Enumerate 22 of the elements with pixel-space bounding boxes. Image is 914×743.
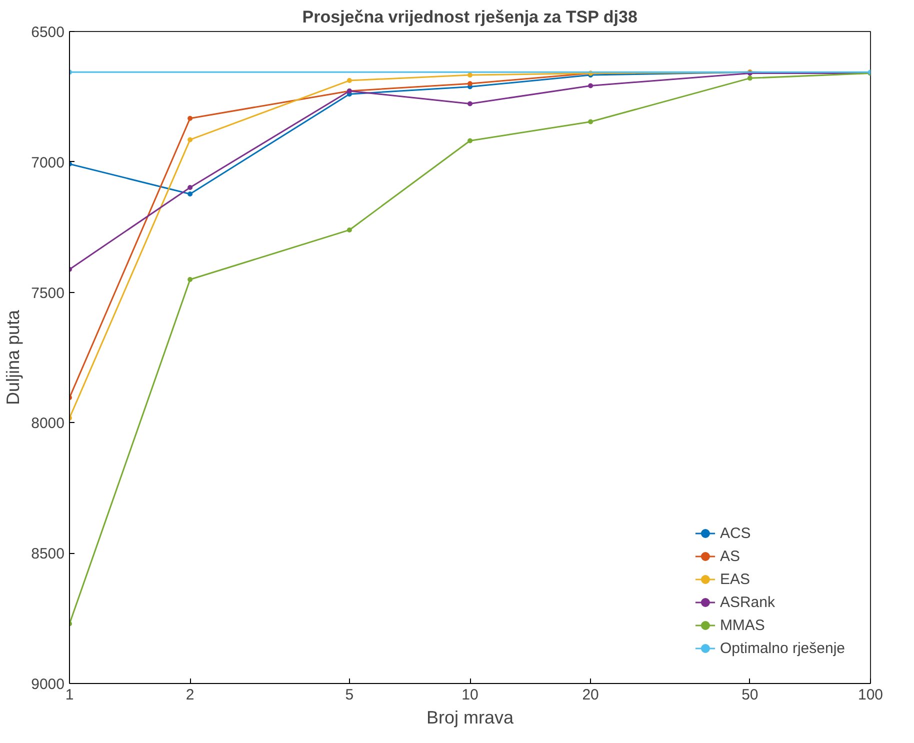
x-axis-title: Broj mrava <box>426 708 514 728</box>
x-tick-label: 20 <box>582 686 599 704</box>
x-tick-label: 50 <box>742 686 758 704</box>
legend-label: MMAS <box>720 616 765 634</box>
x-tick-label: 1 <box>65 686 74 704</box>
x-tick-label: 2 <box>186 686 194 704</box>
y-tick-label: 8000 <box>31 415 65 432</box>
y-tick-label: 6500 <box>31 24 65 41</box>
x-tick-label: 100 <box>858 686 884 704</box>
x-tick-label: 5 <box>345 686 354 704</box>
legend-label: AS <box>720 548 740 564</box>
y-tick-label: 9000 <box>31 676 65 693</box>
legend-label: Optimalno rješenje <box>720 640 845 656</box>
chart-title: Prosječna vrijednost rješenja za TSP dj38 <box>302 8 638 26</box>
legend-label: EAS <box>720 570 750 588</box>
y-tick-label: 7500 <box>31 284 65 302</box>
y-axis-title: Duljina puta <box>3 308 24 406</box>
y-tick-label: 8500 <box>31 546 65 563</box>
legend-label: ACS <box>720 524 751 542</box>
x-tick-label: 10 <box>462 686 478 704</box>
y-tick-label: 7000 <box>31 154 65 172</box>
legend-label: ASRank <box>720 594 775 610</box>
